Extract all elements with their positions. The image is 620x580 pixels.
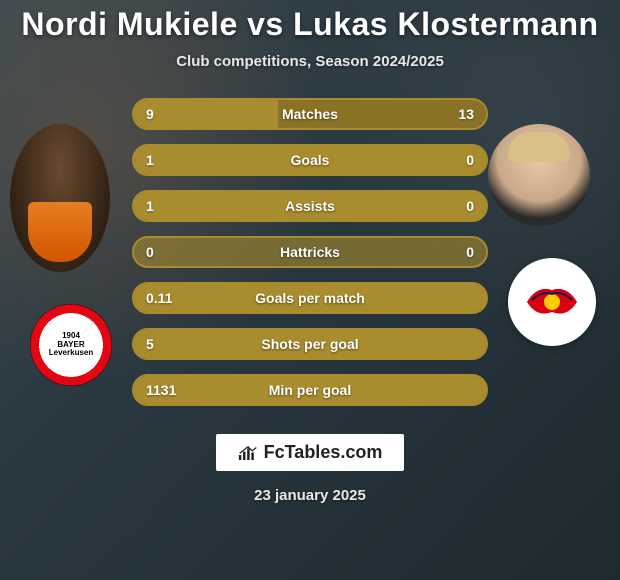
stat-right-value: 13	[446, 100, 486, 128]
stats-list: 9 13 Matches 1 0 Goals 1 0 Assists 0 0 Hattricks 0.1…	[132, 98, 488, 406]
stat-right-value	[462, 284, 486, 312]
player1-club-badge: 1904BAYERLeverkusen	[30, 304, 112, 386]
rb-leipzig-icon	[522, 280, 582, 324]
stat-left-value: 1131	[134, 376, 188, 404]
player1-club-label: 1904BAYERLeverkusen	[49, 332, 93, 358]
brand-badge: FcTables.com	[216, 434, 405, 471]
stat-left-value: 9	[134, 100, 166, 128]
stat-right-value: 0	[454, 192, 486, 220]
stat-row: 1 0 Assists	[132, 190, 488, 222]
stat-left-value: 0	[134, 238, 166, 266]
stat-row: 0.11 Goals per match	[132, 282, 488, 314]
comparison-title: Nordi Mukiele vs Lukas Klostermann	[21, 6, 598, 43]
stat-label: Goals	[291, 152, 330, 168]
chart-icon	[238, 445, 258, 461]
stat-right-value: 0	[454, 146, 486, 174]
stat-label: Min per goal	[269, 382, 351, 398]
footer-date: 23 january 2025	[254, 487, 366, 504]
player1-avatar	[10, 124, 110, 272]
stat-label: Shots per goal	[261, 336, 358, 352]
stat-right-value	[462, 330, 486, 358]
card-content: Nordi Mukiele vs Lukas Klostermann Club …	[0, 0, 620, 580]
stat-row: 1 0 Goals	[132, 144, 488, 176]
player1-name: Nordi Mukiele	[21, 6, 237, 42]
stat-label: Matches	[282, 106, 338, 122]
stat-row: 5 Shots per goal	[132, 328, 488, 360]
player2-name: Lukas Klostermann	[293, 6, 598, 42]
vs-separator: vs	[247, 6, 284, 42]
stat-right-value: 0	[454, 238, 486, 266]
brand-text: FcTables.com	[264, 442, 383, 463]
player2-avatar	[488, 124, 590, 226]
subtitle: Club competitions, Season 2024/2025	[176, 53, 444, 70]
stat-row: 9 13 Matches	[132, 98, 488, 130]
stat-left-value: 0.11	[134, 284, 184, 312]
stat-label: Goals per match	[255, 290, 365, 306]
stat-label: Hattricks	[280, 244, 340, 260]
player2-club-badge	[508, 258, 596, 346]
stat-right-value	[462, 376, 486, 404]
stat-row: 1131 Min per goal	[132, 374, 488, 406]
stat-row: 0 0 Hattricks	[132, 236, 488, 268]
stat-label: Assists	[285, 198, 335, 214]
stat-left-value: 1	[134, 146, 166, 174]
stat-left-value: 1	[134, 192, 166, 220]
stat-left-value: 5	[134, 330, 166, 358]
